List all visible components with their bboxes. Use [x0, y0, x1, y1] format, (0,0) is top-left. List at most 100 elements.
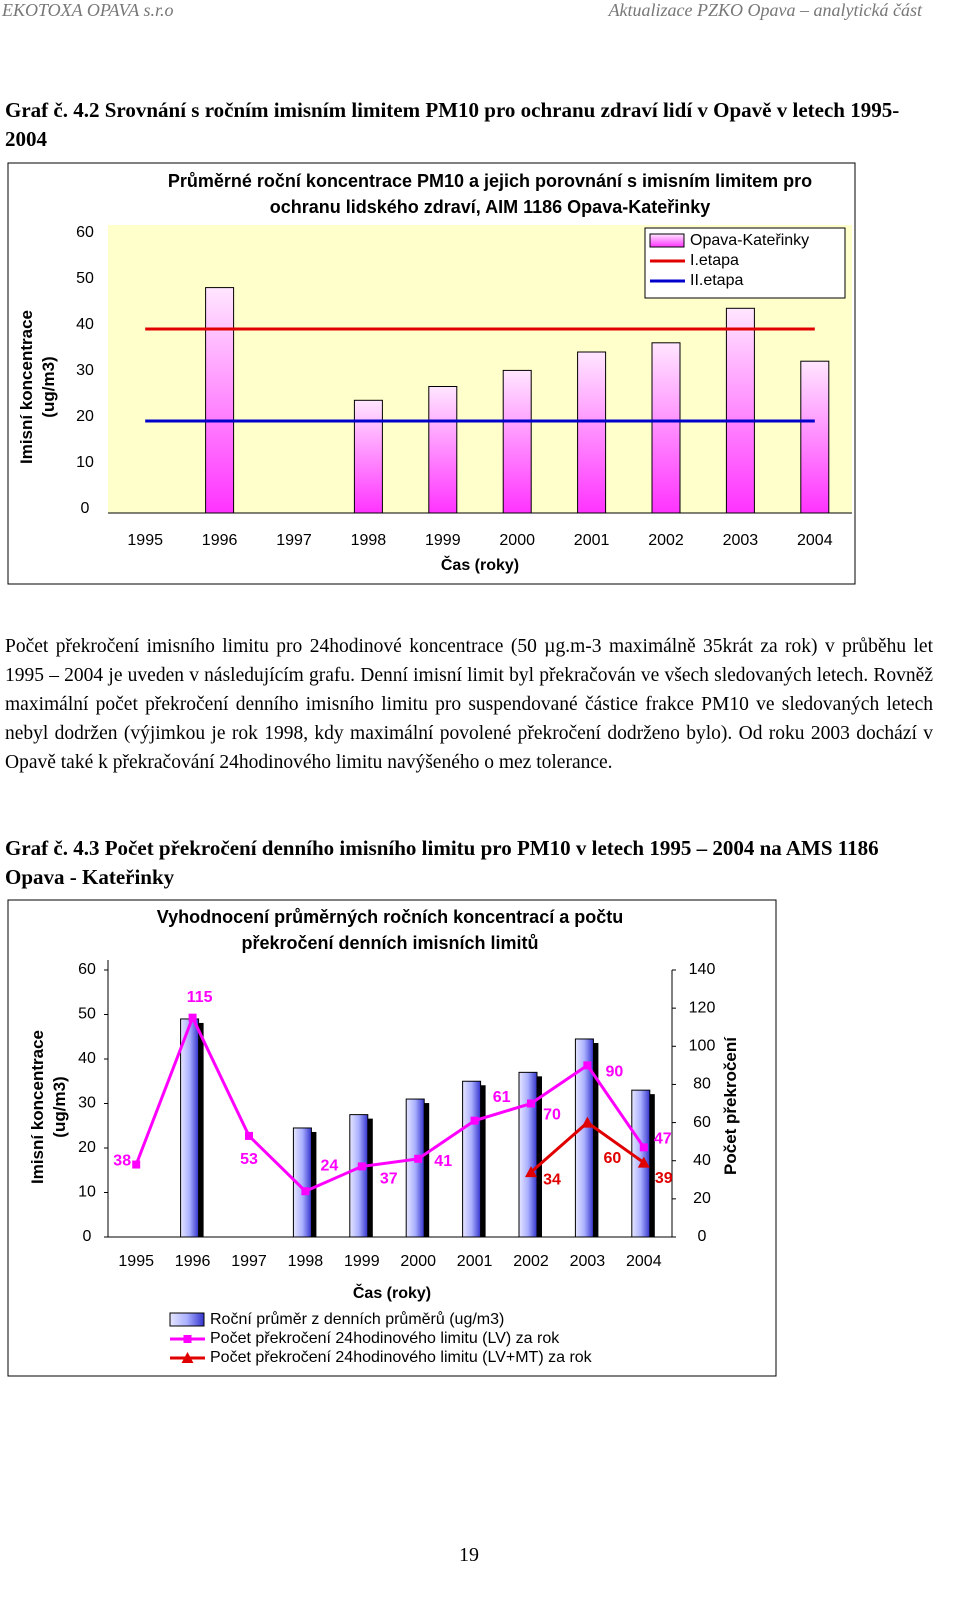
marker	[301, 1187, 310, 1196]
y-tick-label: 20	[76, 408, 94, 425]
x-tick-label: 1996	[175, 1253, 211, 1270]
data-label: 38	[113, 1153, 131, 1170]
legend-label: Počet překročení 24hodinového limitu (LV…	[210, 1330, 560, 1347]
bar	[292, 1127, 312, 1238]
bar-shadow	[593, 1042, 599, 1237]
marker	[525, 1166, 537, 1178]
y-axis-label: Imisní koncentrace (ug/m3)	[28, 1030, 69, 1185]
data-label: 39	[655, 1170, 673, 1187]
x-tick-label: 2003	[723, 532, 759, 549]
bar	[205, 287, 235, 514]
bar	[800, 360, 830, 514]
marker	[470, 1116, 479, 1125]
data-label: 53	[240, 1151, 258, 1168]
chart-title: Vyhodnocení průměrných ročních koncentra…	[156, 907, 624, 953]
bar	[405, 1098, 425, 1238]
marker	[639, 1143, 648, 1152]
y-tick-label: 0	[83, 1228, 92, 1245]
data-label: 41	[434, 1153, 452, 1170]
legend-swatch	[169, 1312, 205, 1327]
marker	[583, 1061, 592, 1070]
x-tick-label: 1997	[276, 532, 312, 549]
x-tick-label: 2003	[570, 1253, 606, 1270]
x-tick-label: 2004	[797, 532, 833, 549]
y2-tick-label: 140	[689, 961, 716, 978]
x-tick-label: 2000	[400, 1253, 436, 1270]
caption: Graf č. 4.3 Počet překročení denního imi…	[5, 836, 879, 889]
legend-marker	[183, 1335, 192, 1343]
y2-tick-label: 20	[693, 1190, 711, 1207]
bar	[462, 1080, 482, 1238]
x-tick-label: 2002	[648, 532, 684, 549]
x-tick-label: 1996	[202, 532, 238, 549]
marker	[637, 1156, 650, 1168]
x-tick-label: 2001	[574, 532, 610, 549]
data-label: 37	[380, 1171, 398, 1188]
legend-label: I.etapa	[690, 252, 739, 269]
header-right: Aktualizace PZKO Opava – analytická část	[608, 0, 922, 20]
y-tick-label: 10	[76, 454, 94, 471]
x-tick-label: 2000	[499, 532, 535, 549]
x-axis-label: Čas (roky)	[441, 555, 519, 574]
y-tick-label: 50	[78, 1006, 96, 1023]
x-tick-label: 1999	[344, 1253, 380, 1270]
bar-shadow	[367, 1118, 373, 1237]
marker	[132, 1160, 141, 1169]
x-tick-label: 1998	[288, 1253, 324, 1270]
bar	[428, 386, 458, 514]
paragraph: Počet překročení imisního limitu pro 24h…	[5, 636, 933, 773]
bar	[353, 399, 383, 514]
data-label: 115	[187, 989, 213, 1006]
bar-shadow	[537, 1076, 542, 1237]
chart-title: Průměrné roční koncentrace PM10 a jejich…	[167, 171, 813, 217]
bar	[725, 307, 755, 514]
x-tick-label: 1999	[425, 532, 461, 549]
bar	[502, 369, 532, 514]
x-tick-label: 1998	[351, 532, 387, 549]
data-label: 60	[604, 1150, 622, 1167]
data-label: 70	[543, 1107, 561, 1124]
legend-label: Počet překročení 24hodinového limitu (LV…	[210, 1349, 593, 1366]
data-label: 34	[543, 1171, 561, 1188]
data-label: 61	[493, 1089, 511, 1106]
x-tick-label: 2001	[457, 1253, 493, 1270]
x-tick-label: 2002	[513, 1253, 549, 1270]
x-tick-label: 1995	[118, 1253, 154, 1270]
y2-axis-label: Počet překročení	[721, 1037, 740, 1175]
y-tick-label: 10	[78, 1184, 96, 1201]
data-label: 24	[321, 1157, 339, 1174]
marker	[188, 1013, 197, 1022]
y2-tick-label: 60	[693, 1114, 711, 1131]
x-tick-label: 2004	[626, 1253, 662, 1270]
y2-tick-label: 120	[689, 999, 716, 1016]
y2-tick-label: 80	[693, 1076, 711, 1093]
legend-label: Roční průměr z denních průměrů (ug/m3)	[210, 1310, 504, 1328]
bar-shadow	[424, 1103, 430, 1237]
y-tick-label: 60	[76, 224, 94, 241]
page-number: 19	[459, 1544, 479, 1566]
line	[134, 1013, 646, 1194]
y2-tick-label: 40	[693, 1152, 711, 1169]
bar-shadow	[649, 1094, 655, 1237]
caption: Graf č. 4.2 Srovnání s ročním imisním li…	[5, 98, 900, 151]
y2-tick-label: 100	[689, 1038, 716, 1055]
legend-label: Opava-Kateřinky	[690, 232, 809, 249]
y-tick-label: 40	[78, 1050, 96, 1067]
marker	[414, 1154, 423, 1163]
marker	[357, 1162, 366, 1171]
bar	[651, 342, 681, 514]
y-tick-label: 40	[76, 316, 94, 333]
marker	[245, 1131, 253, 1140]
y-tick-label: 30	[76, 362, 94, 379]
data-label: 90	[606, 1064, 624, 1081]
y-tick-label: 30	[78, 1095, 96, 1112]
y-tick-label: 20	[78, 1139, 96, 1156]
data-label: 47	[654, 1131, 672, 1148]
x-axis-label: Čas (roky)	[353, 1283, 431, 1302]
bar	[574, 1038, 594, 1238]
bar-shadow	[311, 1131, 317, 1237]
bar	[577, 351, 607, 514]
x-tick-label: 1995	[127, 532, 163, 549]
